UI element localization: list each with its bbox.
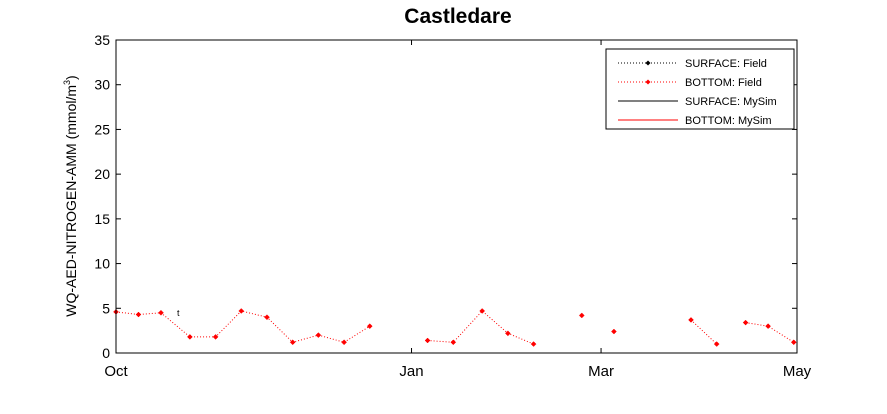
y-tick-label: 5 [102, 300, 110, 316]
legend-label: SURFACE: Field [685, 58, 767, 70]
series-line [427, 310, 534, 345]
data-point [578, 312, 585, 319]
y-tick-label: 35 [94, 32, 110, 48]
legend-items: SURFACE: Field BOTTOM: Field SURFACE: MySi… [618, 58, 777, 127]
data-point [315, 332, 322, 338]
data-point [366, 323, 373, 330]
data-point [212, 334, 219, 340]
data-point [187, 334, 193, 340]
y-tick-label: 0 [102, 345, 110, 361]
data-point [158, 309, 164, 316]
legend-box [605, 48, 795, 130]
legend-marker [645, 79, 651, 85]
data-point [341, 339, 347, 346]
legend-marker [645, 60, 651, 66]
y-tick-label: 10 [94, 256, 110, 272]
x-tick-label: Oct [104, 363, 128, 380]
data-point [450, 339, 457, 346]
annotation-label: t [177, 308, 180, 318]
chart-title: Castledare [404, 5, 511, 28]
plot-frame [115, 39, 798, 354]
data-point [688, 317, 694, 323]
data-point [790, 339, 797, 346]
legend-label: BOTTOM: Field [685, 77, 762, 89]
data-point [530, 341, 537, 347]
legend-label: SURFACE: MySim [685, 96, 777, 108]
data-point [479, 308, 486, 314]
chart-marks: t [113, 308, 797, 347]
data-point [238, 308, 245, 314]
data-point [611, 328, 617, 335]
legend: SURFACE: Field BOTTOM: Field SURFACE: MySi… [605, 48, 795, 130]
data-point [424, 337, 431, 344]
y-tick-label: 30 [94, 77, 110, 93]
x-tick-label: May [783, 363, 812, 380]
data-point [765, 323, 771, 330]
y-tick-label: 15 [94, 211, 110, 227]
data-point [289, 339, 296, 346]
x-tick-label: Mar [588, 363, 614, 380]
chart-axes: 0 5 10 15 20 25 30 35 Oct Jan Mar May [94, 32, 811, 380]
y-axis-label: WQ-AED-NITROGEN-AMM (mmol/m3) [62, 75, 79, 316]
data-point [742, 319, 749, 326]
data-point [264, 314, 270, 321]
data-point [505, 330, 511, 337]
data-point [135, 311, 142, 318]
data-point [713, 341, 720, 347]
y-tick-label: 20 [94, 166, 110, 182]
y-tick-label: 25 [94, 121, 110, 137]
x-tick-label: Jan [399, 363, 423, 380]
legend-label: BOTTOM: MySim [685, 115, 772, 127]
